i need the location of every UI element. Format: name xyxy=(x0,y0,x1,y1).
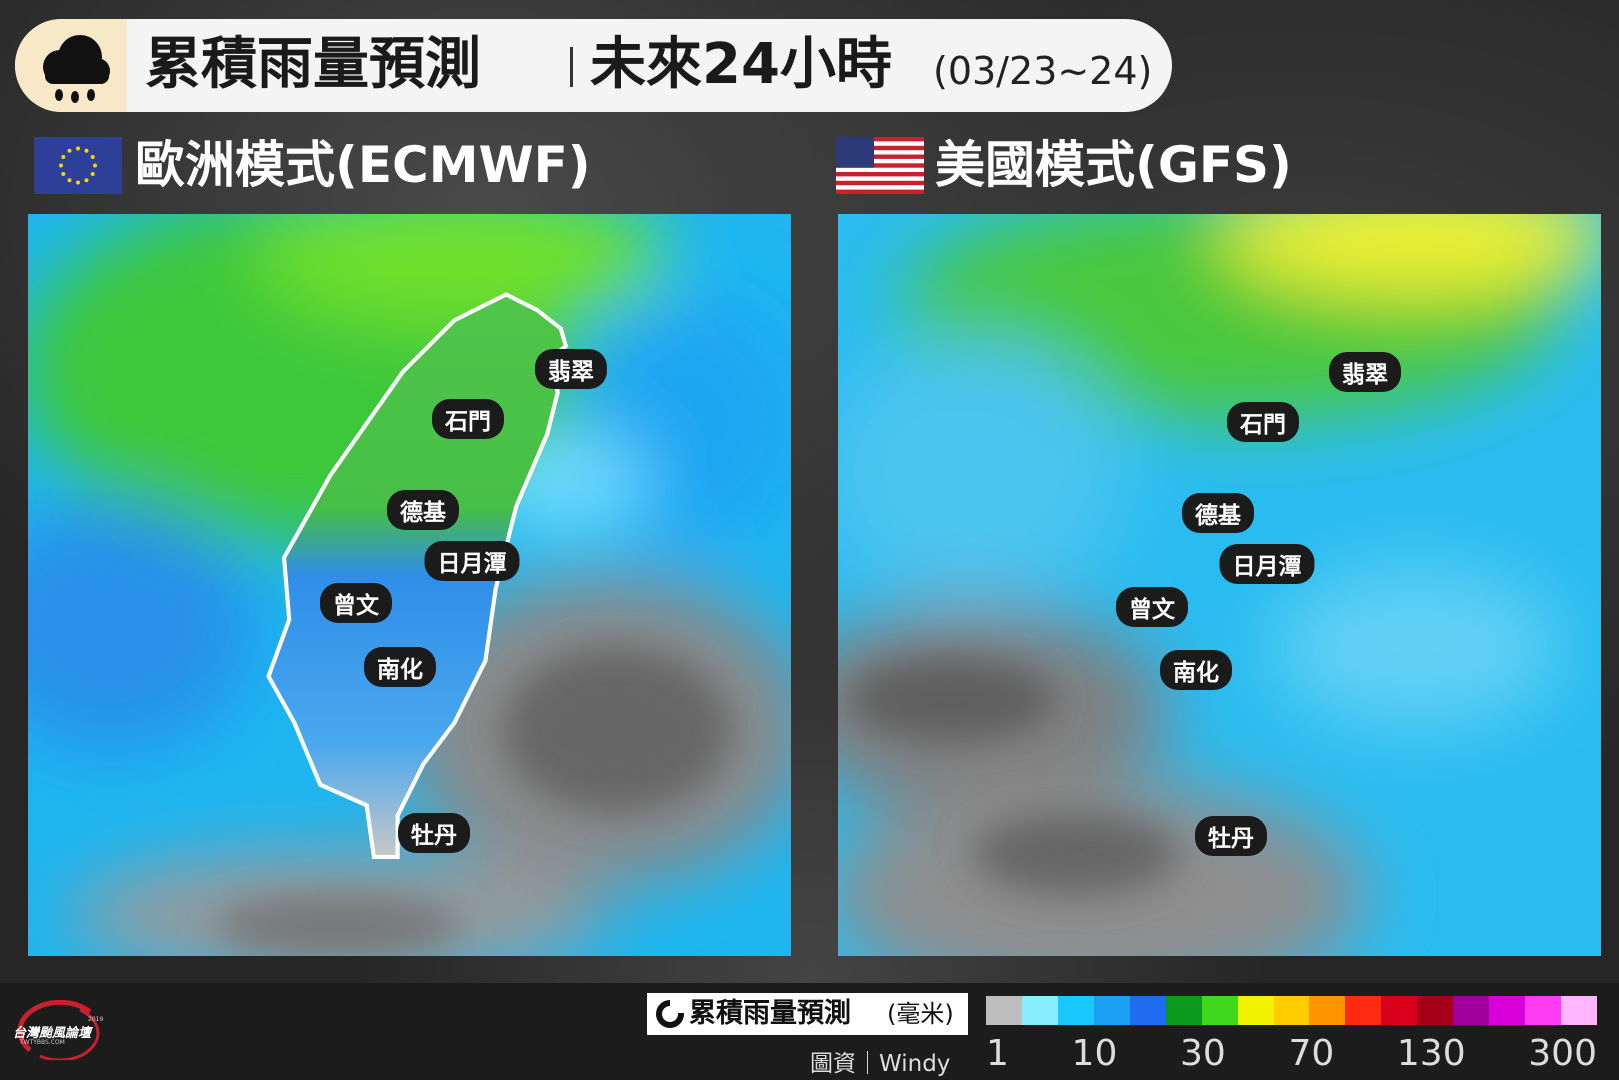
colorbar-segment xyxy=(1093,996,1130,1025)
legend-unit: (毫米) xyxy=(887,1000,954,1028)
star xyxy=(90,172,95,176)
panel-title: 美國模式(GFS) xyxy=(935,136,1292,194)
colorbar-segment xyxy=(1453,996,1490,1025)
separator xyxy=(570,47,573,87)
colorbar-segment xyxy=(1201,996,1238,1025)
eu-flag xyxy=(34,137,122,194)
subtitle: 未來24小時 xyxy=(590,32,892,97)
colorbar-segment xyxy=(1489,996,1526,1025)
legend-title: 累積雨量預測 xyxy=(689,998,851,1029)
us-flag xyxy=(836,137,924,194)
place-label: 翡翠 xyxy=(1329,352,1401,392)
colorbar-ticks: 1 10 30 70 130 300 xyxy=(986,1033,1597,1074)
colorbar-tick-label: 30 xyxy=(1180,1033,1226,1074)
star xyxy=(67,178,72,183)
star xyxy=(84,148,89,153)
star xyxy=(67,148,72,153)
place-label: 翡翠 xyxy=(535,349,607,389)
colorbar-tick-label: 10 xyxy=(1071,1033,1118,1074)
title-banner: 累積雨量預測 未來24小時 (03/23~24) xyxy=(15,19,1172,112)
colorbar-segment xyxy=(1381,996,1418,1025)
colorbar-segment xyxy=(1237,996,1274,1025)
star xyxy=(76,180,80,185)
place-label: 日月潭 xyxy=(424,541,520,581)
legend-title-box: 累積雨量預測 (毫米) xyxy=(647,993,968,1035)
logo-site: TWTYBBS.COM xyxy=(20,1039,65,1046)
star xyxy=(84,178,89,183)
colorbar-segment xyxy=(1309,996,1346,1025)
rain-icon xyxy=(15,19,127,112)
star xyxy=(93,163,97,168)
colorbar-tick-label: 130 xyxy=(1396,1033,1466,1074)
logo-text: 台灣颱風論壇 xyxy=(13,1026,92,1041)
star xyxy=(61,172,66,176)
colorbar-segment xyxy=(1345,996,1382,1025)
windy-icon xyxy=(656,999,685,1028)
place-label: 曾文 xyxy=(320,583,392,623)
title: 累積雨量預測 xyxy=(145,32,481,97)
star xyxy=(76,146,80,151)
colorbar-segment xyxy=(1165,996,1202,1025)
place-label: 日月潭 xyxy=(1219,544,1315,584)
logo-swirl xyxy=(17,1000,100,1060)
source: 圖資｜Windy xyxy=(810,1051,951,1077)
place-label: 南化 xyxy=(364,647,436,687)
colorbar-tick-label: 1 xyxy=(986,1033,1009,1074)
place-label: 曾文 xyxy=(1116,587,1188,627)
place-label: 德基 xyxy=(387,490,459,530)
place-label: 石門 xyxy=(432,399,504,439)
star xyxy=(61,155,66,159)
star xyxy=(90,155,95,159)
colorbar-tick-label: 70 xyxy=(1288,1033,1335,1074)
colorbar-segment xyxy=(1561,996,1597,1025)
colorbar-segment xyxy=(1525,996,1561,1025)
star xyxy=(59,163,63,168)
colorbar-segment xyxy=(1021,996,1058,1025)
place-label: 德基 xyxy=(1182,493,1254,533)
cloud-icon xyxy=(43,35,110,103)
logo: 2019 台灣颱風論壇 TWTYBBS.COM xyxy=(10,1000,104,1060)
ecmwf-map xyxy=(28,214,791,956)
logo-year: 2019 xyxy=(88,1016,104,1023)
colorbar-segment xyxy=(1417,996,1454,1025)
date: (03/23~24) xyxy=(933,49,1153,93)
colorbar-segment xyxy=(1129,996,1166,1025)
colorbar-tick-label: 300 xyxy=(1528,1033,1597,1074)
colorbar-segment xyxy=(1273,996,1310,1025)
place-label: 牡丹 xyxy=(1195,816,1267,856)
colorbar-segment xyxy=(986,996,1022,1025)
colorbar-segment xyxy=(1057,996,1094,1025)
panel-title: 歐洲模式(ECMWF) xyxy=(135,136,591,194)
colorbar xyxy=(986,996,1597,1025)
place-label: 南化 xyxy=(1160,650,1232,690)
place-label: 石門 xyxy=(1227,402,1299,442)
place-label: 牡丹 xyxy=(398,813,470,853)
